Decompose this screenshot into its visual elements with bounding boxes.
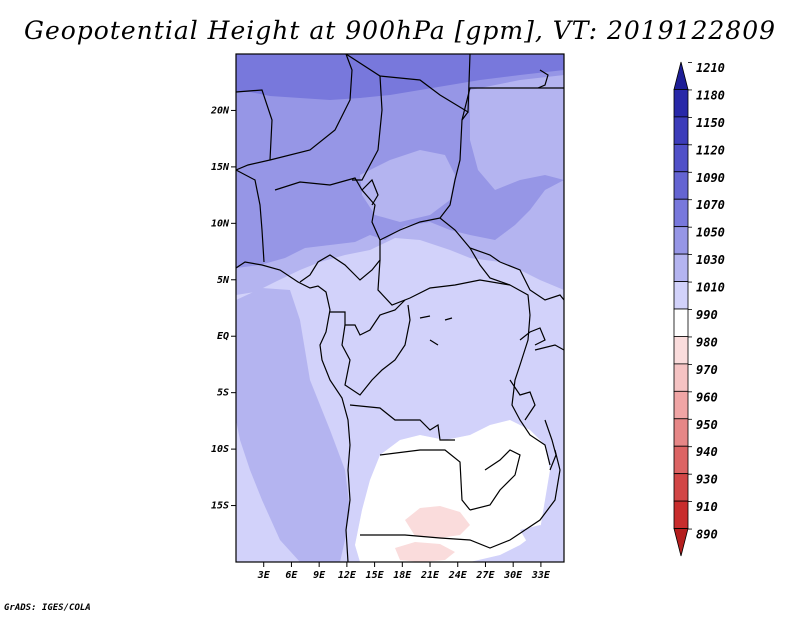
lat-tick-label: 20N [210,105,230,116]
rivers-congo [419,315,453,346]
border-niger-e [345,54,471,114]
border-nigeria [274,177,381,283]
lat-tick-label: 5N [217,275,230,286]
lat-tick-label: 10N [211,218,230,229]
lon-tick-label: 6E [285,570,298,581]
colorbar-swatch [673,281,689,310]
colorbar-swatch [673,445,689,475]
border-zambia [469,449,521,511]
borders-layer [236,54,564,562]
field-980-b [395,542,455,562]
colorbar-swatch [673,143,689,173]
colorbar-label: 970 [696,363,718,377]
colorbar-swatch [673,89,689,118]
colorbar-swatch [673,171,689,200]
axis-ticks: 20N 15N 10N 5N EQ 5S 10S 15S 3E 6E 9E 12E 15E 18E 21E 2… [210,105,551,581]
colorbar-label: 980 [696,335,718,349]
lake-chad [361,178,379,206]
colorbar: 1210 1180 1150 1120 1090 1070 1050 1030 1010 990 9… [673,61,725,557]
grads-credit: GrADS: IGES/COLA [4,603,91,613]
lat-tick-label: 15S [211,501,229,512]
field-1030-ocean [236,288,350,562]
colorbar-swatch [673,418,689,447]
lon-tick-label: 15E [366,570,385,581]
border-gabon [330,299,406,336]
colorbar-label: 1210 [696,61,725,75]
lat-tick-label: 10S [211,444,229,455]
colorbar-swatch [673,473,689,502]
border-drc-e [511,314,551,466]
border-angola-n [349,404,455,441]
colorbar-swatch [673,390,689,420]
field-1030-blob [360,150,455,222]
border-angola-e [379,449,471,511]
colorbar-label: 1050 [696,226,725,240]
colorbar-label: 1030 [696,253,725,267]
colorbar-label: 950 [696,418,718,432]
border-kenya [534,344,564,351]
colorbar-label: 960 [696,390,718,404]
colorbar-cap-top [673,61,689,90]
lake-malawi [544,419,557,471]
colorbar-cap-bottom [673,528,689,557]
border-namibia [360,529,526,549]
lon-tick-label: 9E [313,570,326,581]
colorbar-swatch [673,336,689,365]
colorbar-label: 930 [696,473,718,487]
lat-tick-label: 5S [217,388,229,399]
colorbar-swatch [673,308,689,337]
border-ghana [236,169,265,263]
map-frame [235,53,565,563]
colorbar-swatch [673,253,689,282]
colorbar-swatch [673,363,689,392]
lon-tick-label: 24E [448,570,468,581]
lon-tick-label: 33E [531,570,551,581]
border-drc-n [469,247,531,316]
colorbar-label: 940 [696,445,718,459]
coast-redsea [537,69,549,89]
border-niger-w [269,54,353,161]
border-sudan-w [439,111,469,219]
field-1010-se [520,525,555,547]
field-layer [236,54,564,562]
colorbar-label: 910 [696,500,718,514]
lake-victoria [519,327,546,346]
field-980-a [405,506,470,538]
colorbar-label: 1010 [696,281,725,295]
lake-tanganyika [509,379,536,421]
border-car-n [379,217,501,263]
coastline-west [236,261,351,562]
border-car-s [377,259,511,306]
colorbar-label: 1180 [696,88,725,102]
colorbar-label: 1070 [696,198,725,212]
field-1030-east [470,75,564,190]
lat-tick-label: EQ [217,331,229,342]
border-mali [236,89,273,171]
lon-tick-label: 12E [338,570,357,581]
border-congo [341,304,411,396]
lon-tick-label: 18E [393,570,412,581]
border-egypt [461,87,564,121]
colorbar-label: 890 [696,528,718,542]
lon-tick-label: 30E [503,570,523,581]
field-990 [355,420,550,562]
lon-tick-label: 3E [257,570,271,581]
chart-title: Geopotential Height at 900hPa [gpm], VT:… [23,16,777,45]
border-chad-w [352,75,383,181]
colorbar-swatch [673,226,689,255]
field-1070 [236,54,564,100]
colorbar-label: 1150 [696,116,725,130]
colorbar-label: 1120 [696,143,725,157]
colorbar-label: 990 [696,308,718,322]
lon-tick-label: 27E [475,570,495,581]
colorbar-swatch [673,116,689,145]
border-mozambique [524,449,561,531]
border-ssudan [499,261,564,301]
colorbar-swatch [673,198,689,228]
colorbar-label: 1090 [696,171,725,185]
lon-tick-label: 21E [420,570,440,581]
colorbar-swatch [673,500,689,529]
lat-tick-label: 15N [211,162,230,173]
